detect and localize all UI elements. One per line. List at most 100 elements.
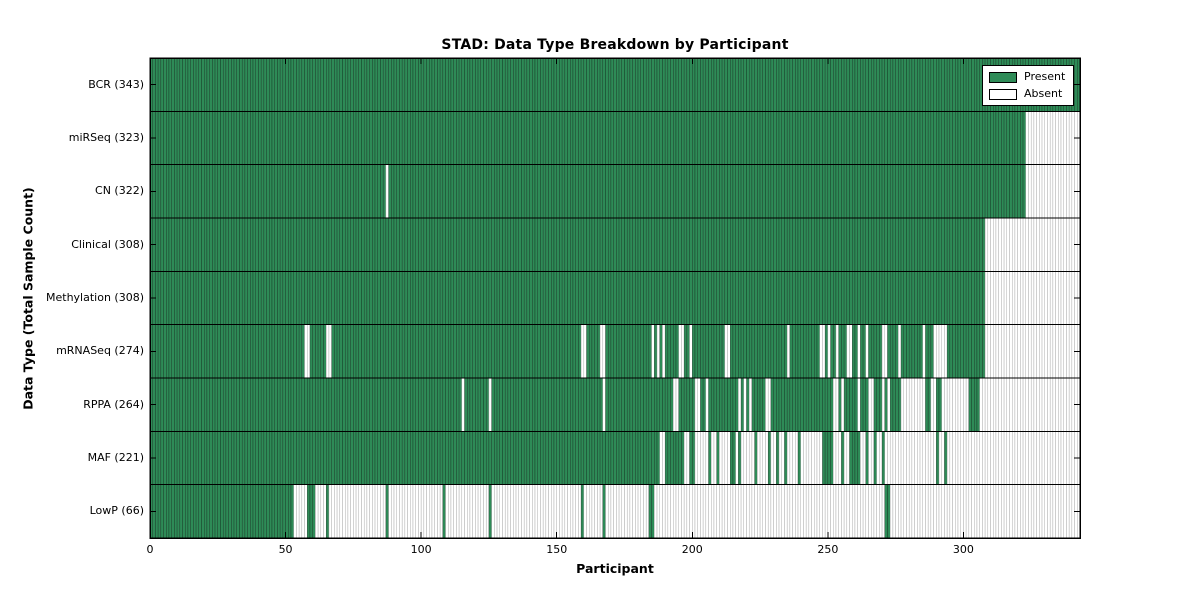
- bar-present: [575, 377, 579, 432]
- bar-absent: [504, 484, 509, 539]
- bar-absent: [982, 484, 986, 539]
- bar-absent: [1058, 484, 1062, 539]
- bar-absent: [757, 431, 761, 485]
- bar-present: [496, 271, 500, 325]
- bar-present: [244, 484, 248, 539]
- bar-absent: [846, 324, 850, 379]
- bar-present: [716, 271, 720, 325]
- bar-present: [534, 57, 538, 112]
- bar-present: [195, 111, 200, 165]
- bar-present: [485, 271, 490, 325]
- bar-present: [792, 271, 796, 325]
- bar-present: [662, 217, 666, 272]
- bar-present: [713, 164, 717, 219]
- bar-present: [439, 431, 444, 485]
- bar-present: [575, 57, 579, 112]
- bar-absent: [727, 484, 731, 539]
- bar-present: [217, 57, 221, 112]
- bar-present: [599, 111, 604, 165]
- bar-present: [269, 111, 273, 165]
- bar-present: [195, 164, 200, 219]
- bar-present: [651, 377, 655, 432]
- bar-present: [559, 271, 563, 325]
- bar-present: [540, 164, 544, 219]
- bar-present: [567, 324, 571, 379]
- bar-present: [553, 377, 557, 432]
- bar-present: [1003, 164, 1008, 219]
- bar-present: [578, 164, 582, 219]
- bar-present: [448, 164, 452, 219]
- bar-present: [225, 431, 229, 485]
- bar-present: [353, 57, 357, 112]
- bar-present: [664, 57, 669, 112]
- bar-present: [485, 324, 490, 379]
- bar-present: [542, 164, 547, 219]
- bar-present: [239, 431, 243, 485]
- bar-present: [572, 57, 576, 112]
- bar-present: [778, 57, 782, 112]
- bar-present: [410, 57, 414, 112]
- bar-present: [209, 57, 213, 112]
- bar-present: [353, 271, 357, 325]
- bar-present: [369, 57, 373, 112]
- bar-present: [773, 164, 777, 219]
- bar-present: [382, 271, 387, 325]
- bar-present: [217, 164, 221, 219]
- bar-present: [222, 217, 227, 272]
- bar-present: [491, 271, 495, 325]
- bar-present: [868, 164, 872, 219]
- bar-present: [307, 217, 311, 272]
- bar-present: [534, 377, 538, 432]
- bar-present: [214, 111, 219, 165]
- bar-present: [914, 164, 918, 219]
- bar-absent: [602, 377, 606, 432]
- bar-present: [206, 324, 210, 379]
- bar-present: [217, 111, 221, 165]
- bar-present: [467, 377, 471, 432]
- bar-present: [166, 484, 170, 539]
- bar-absent: [1058, 431, 1062, 485]
- bar-present: [730, 217, 734, 272]
- bar-present: [510, 377, 514, 432]
- bar-absent: [984, 271, 989, 325]
- bar-present: [599, 217, 604, 272]
- bar-present: [439, 217, 444, 272]
- bar-present: [434, 377, 438, 432]
- bar-present: [326, 111, 330, 165]
- bar-present: [353, 377, 357, 432]
- bar-absent: [415, 484, 419, 539]
- bar-absent: [946, 431, 951, 485]
- bar-present: [526, 377, 530, 432]
- bar-present: [930, 324, 934, 379]
- bar-present: [857, 164, 861, 219]
- bar-present: [987, 164, 991, 219]
- legend-present-label: Present: [1024, 70, 1066, 83]
- bar-present: [157, 57, 162, 112]
- bar-absent: [1052, 164, 1056, 219]
- bar-absent: [805, 431, 810, 485]
- bar-absent: [993, 484, 997, 539]
- bar-present: [174, 271, 178, 325]
- bar-absent: [363, 484, 368, 539]
- bar-absent: [800, 484, 804, 539]
- bar-present: [583, 431, 587, 485]
- bar-present: [157, 431, 162, 485]
- bar-present: [475, 431, 479, 485]
- bar-absent: [952, 484, 956, 539]
- bar-present: [320, 431, 324, 485]
- bar-present: [854, 377, 858, 432]
- bar-present: [927, 271, 932, 325]
- bar-present: [881, 164, 886, 219]
- bar-present: [529, 431, 533, 485]
- bar-absent: [987, 431, 991, 485]
- bar-absent: [1044, 164, 1048, 219]
- bar-present: [651, 431, 655, 485]
- bar-present: [331, 111, 335, 165]
- bar-absent: [982, 431, 986, 485]
- bar-present: [201, 324, 205, 379]
- bar-present: [1011, 164, 1016, 219]
- bar-absent: [1001, 324, 1005, 379]
- bar-present: [610, 324, 614, 379]
- bar-present: [423, 377, 427, 432]
- bar-present: [689, 217, 693, 272]
